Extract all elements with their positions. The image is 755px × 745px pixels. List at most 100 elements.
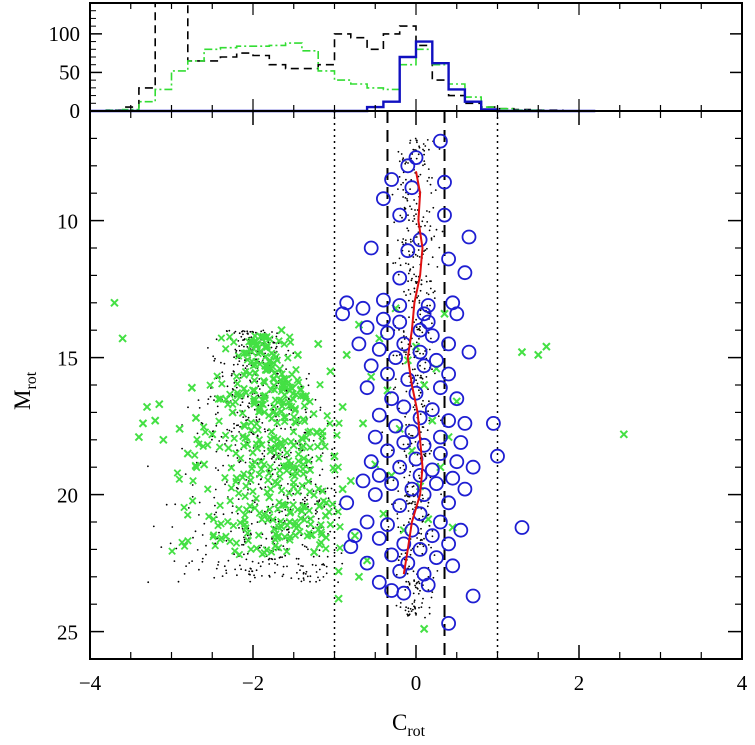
circle-marker [392, 563, 408, 579]
cross-marker [315, 540, 324, 549]
cross-marker [138, 419, 148, 428]
cross-stroke [265, 513, 274, 521]
cross-marker [305, 506, 314, 515]
cross-stroke [247, 545, 255, 554]
dot [302, 572, 305, 575]
dot [415, 379, 417, 382]
dot [415, 236, 418, 238]
cross-stroke [184, 536, 192, 545]
dot [333, 551, 336, 554]
dot [322, 576, 325, 578]
cross-stroke [214, 395, 223, 404]
dot [427, 168, 430, 171]
dot [271, 473, 274, 476]
dot [215, 567, 218, 570]
dot [171, 526, 174, 528]
dot [423, 367, 426, 370]
histogram-series-group [90, 2, 596, 113]
dot [405, 456, 408, 458]
cross-stroke [282, 383, 291, 391]
cross-marker [306, 520, 315, 529]
cross-stroke [271, 530, 280, 539]
cross-stroke [282, 466, 291, 475]
cross-stroke [274, 543, 283, 552]
dot [326, 487, 329, 490]
dot [417, 153, 420, 156]
dot [261, 561, 264, 563]
dot [297, 485, 299, 488]
cross-stroke [249, 397, 258, 406]
dot [244, 569, 247, 572]
cross-marker [229, 338, 238, 346]
cross-stroke [110, 298, 119, 308]
cross-marker [246, 369, 254, 378]
dot [422, 164, 424, 167]
cross-stroke [534, 350, 543, 360]
cross-stroke [289, 395, 298, 403]
dot [412, 570, 415, 573]
dot [240, 568, 243, 571]
cross-stroke [304, 457, 313, 465]
dot [427, 293, 430, 296]
dot [277, 520, 280, 523]
cross-stroke [318, 431, 327, 440]
cross-stroke [199, 460, 209, 469]
dot [415, 139, 418, 142]
dot [418, 299, 421, 302]
cross-marker [241, 492, 250, 501]
cross-stroke [326, 520, 335, 529]
dot [416, 588, 419, 590]
dot [287, 483, 289, 485]
circle-marker [445, 470, 461, 486]
dot [315, 564, 317, 567]
circle-marker [416, 358, 432, 374]
dot [215, 511, 218, 514]
dot [419, 289, 422, 292]
dot [415, 350, 417, 353]
cross-stroke [291, 472, 299, 480]
dot [405, 580, 408, 583]
cross-marker [282, 383, 291, 391]
dot [392, 354, 395, 357]
dot [152, 525, 155, 528]
cross-stroke [247, 426, 256, 434]
dot [317, 517, 320, 520]
cross-stroke [419, 624, 429, 634]
cross-marker [342, 350, 351, 360]
dot [408, 219, 410, 222]
cross-stroke [265, 411, 273, 420]
cross-marker [255, 436, 264, 444]
dot [402, 238, 405, 240]
cross-stroke [255, 470, 264, 479]
cross-stroke [269, 408, 278, 417]
cross-marker [285, 333, 294, 341]
dot [246, 346, 249, 348]
dot [426, 221, 429, 223]
dot [259, 565, 262, 568]
dot [416, 382, 419, 385]
cross-stroke [262, 334, 271, 342]
dot [398, 176, 401, 178]
cross-marker [236, 518, 245, 527]
dot [249, 580, 252, 583]
dot [314, 512, 317, 515]
dot [398, 257, 401, 260]
cross-stroke [241, 492, 250, 501]
dot [401, 216, 403, 219]
cross-marker [280, 340, 289, 348]
cross-stroke [254, 531, 263, 540]
dot [408, 250, 410, 253]
circle-marker [432, 429, 448, 445]
dot [430, 546, 432, 549]
dot [305, 546, 308, 548]
dot [285, 368, 287, 370]
cross-marker [241, 367, 250, 376]
cross-marker [282, 466, 291, 475]
dot [181, 447, 184, 450]
cross-marker [217, 379, 226, 388]
dot [271, 331, 273, 333]
dot [421, 426, 424, 428]
cross-marker [241, 511, 249, 519]
dot [302, 577, 305, 580]
circle-marker [396, 435, 412, 450]
